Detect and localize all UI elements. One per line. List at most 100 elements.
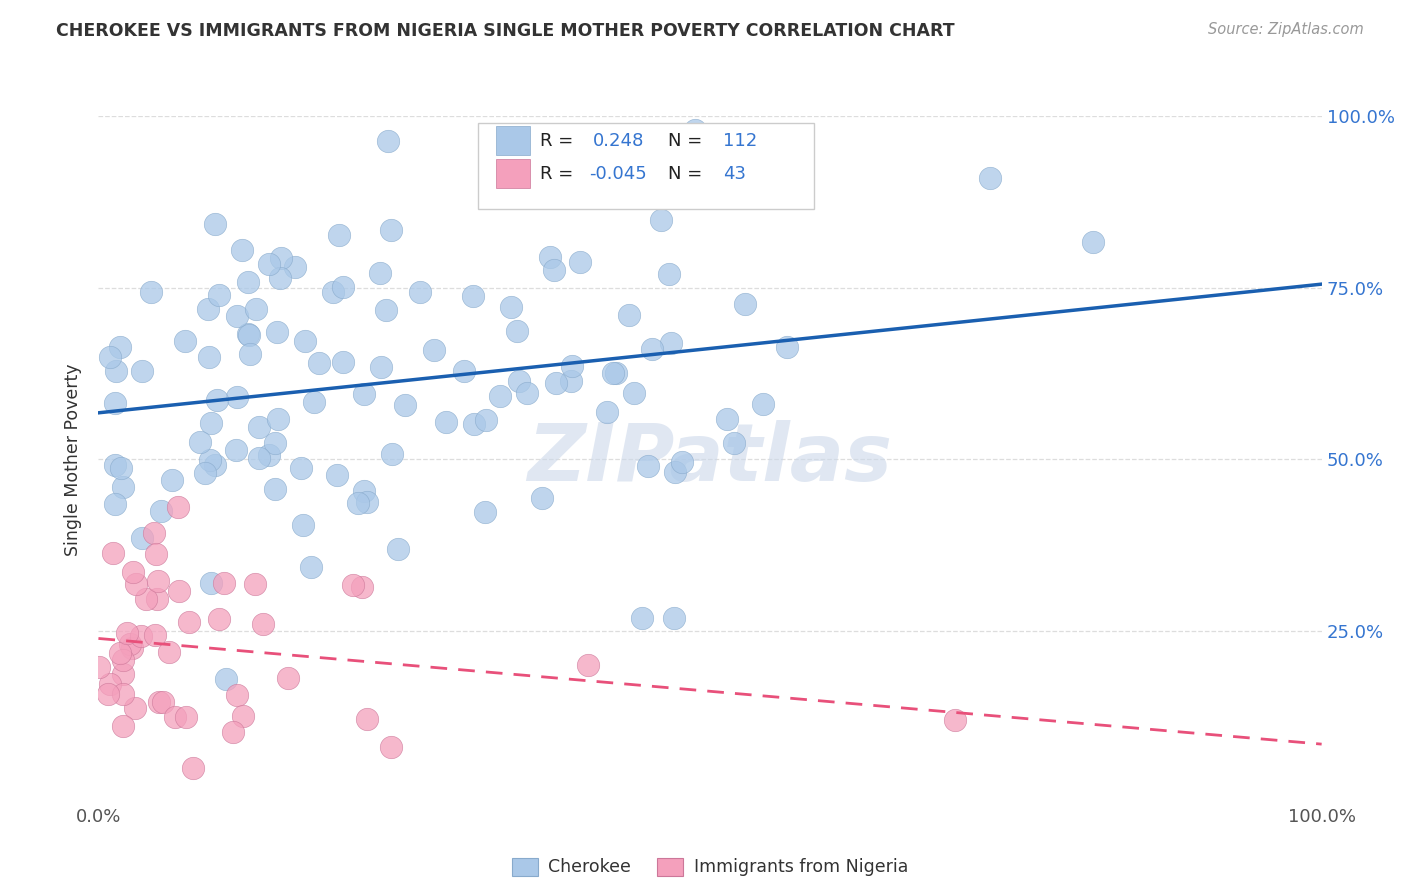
Point (326, 468, 349, 483)
Point (263, 436, 285, 450)
Point (641, 342, 664, 356)
Point (177, 615, 200, 630)
Point (222, 725, 245, 739)
Point (104, 364, 127, 378)
Point (104, 396, 127, 410)
Point (294, 334, 316, 348)
Legend: Cherokee, Immigrants from Nigeria: Cherokee, Immigrants from Nigeria (505, 851, 915, 883)
Text: CHEROKEE VS IMMIGRANTS FROM NIGERIA SINGLE MOTHER POVERTY CORRELATION CHART: CHEROKEE VS IMMIGRANTS FROM NIGERIA SING… (56, 22, 955, 40)
Point (304, 394, 326, 409)
Point (381, 447, 404, 461)
Point (167, 500, 190, 515)
Point (247, 450, 270, 465)
Point (121, 640, 143, 655)
Point (129, 629, 152, 643)
Point (111, 719, 134, 733)
Point (623, 385, 645, 400)
Point (659, 335, 682, 350)
Point (124, 577, 146, 591)
Point (332, 355, 354, 369)
Point (561, 359, 583, 373)
Point (270, 252, 292, 266)
Point (685, 122, 707, 136)
FancyBboxPatch shape (478, 123, 814, 209)
Point (356, 495, 378, 509)
Point (98, 351, 121, 365)
Point (257, 257, 280, 271)
Point (370, 359, 392, 374)
Point (141, 285, 163, 299)
Point (605, 366, 627, 380)
Point (506, 324, 529, 338)
Point (101, 546, 124, 560)
Point (284, 260, 307, 275)
Point (212, 576, 235, 591)
Bar (496, 127, 530, 155)
Point (238, 327, 260, 342)
Point (543, 263, 565, 277)
Point (1083, 235, 1105, 249)
Point (368, 266, 391, 280)
Point (208, 612, 231, 626)
Point (142, 525, 165, 540)
Point (434, 415, 457, 429)
Point (546, 376, 568, 391)
Point (148, 695, 170, 709)
Point (664, 465, 686, 479)
Point (145, 628, 167, 642)
Y-axis label: Single Mother Poverty: Single Mother Poverty (65, 363, 83, 556)
Point (560, 374, 582, 388)
Point (387, 541, 409, 556)
Point (149, 504, 172, 518)
Point (332, 280, 354, 294)
Point (207, 392, 229, 407)
Point (148, 574, 170, 589)
Point (118, 637, 141, 651)
Point (97, 687, 120, 701)
Point (291, 517, 314, 532)
Point (576, 658, 599, 673)
Point (602, 366, 624, 380)
Point (110, 460, 132, 475)
Point (630, 611, 652, 625)
Point (87, 660, 110, 674)
Point (174, 334, 197, 349)
Text: Source: ZipAtlas.com: Source: ZipAtlas.com (1208, 22, 1364, 37)
Point (356, 712, 378, 726)
Point (111, 666, 134, 681)
Point (619, 308, 641, 322)
Point (353, 387, 375, 401)
Point (121, 566, 143, 580)
Point (650, 213, 672, 227)
Point (108, 340, 131, 354)
Text: R =: R = (540, 165, 579, 183)
Point (342, 578, 364, 592)
Point (198, 351, 221, 365)
Point (252, 617, 274, 632)
Text: R =: R = (540, 132, 579, 150)
Point (266, 411, 288, 425)
Point (115, 626, 138, 640)
Point (264, 482, 287, 496)
Text: ZIPatlas: ZIPatlas (527, 420, 893, 499)
Point (232, 708, 254, 723)
Point (104, 497, 127, 511)
Point (723, 436, 745, 450)
Point (422, 343, 444, 358)
Point (637, 459, 659, 474)
Point (200, 576, 222, 591)
Point (131, 364, 153, 378)
Point (225, 688, 247, 702)
Point (239, 346, 262, 360)
Point (188, 435, 211, 450)
Point (277, 671, 299, 685)
Point (531, 491, 554, 505)
Point (225, 443, 247, 458)
Point (461, 289, 484, 303)
Point (243, 576, 266, 591)
Point (308, 356, 330, 370)
Point (146, 591, 169, 606)
Point (658, 268, 681, 282)
Point (508, 374, 530, 388)
Point (198, 453, 221, 467)
